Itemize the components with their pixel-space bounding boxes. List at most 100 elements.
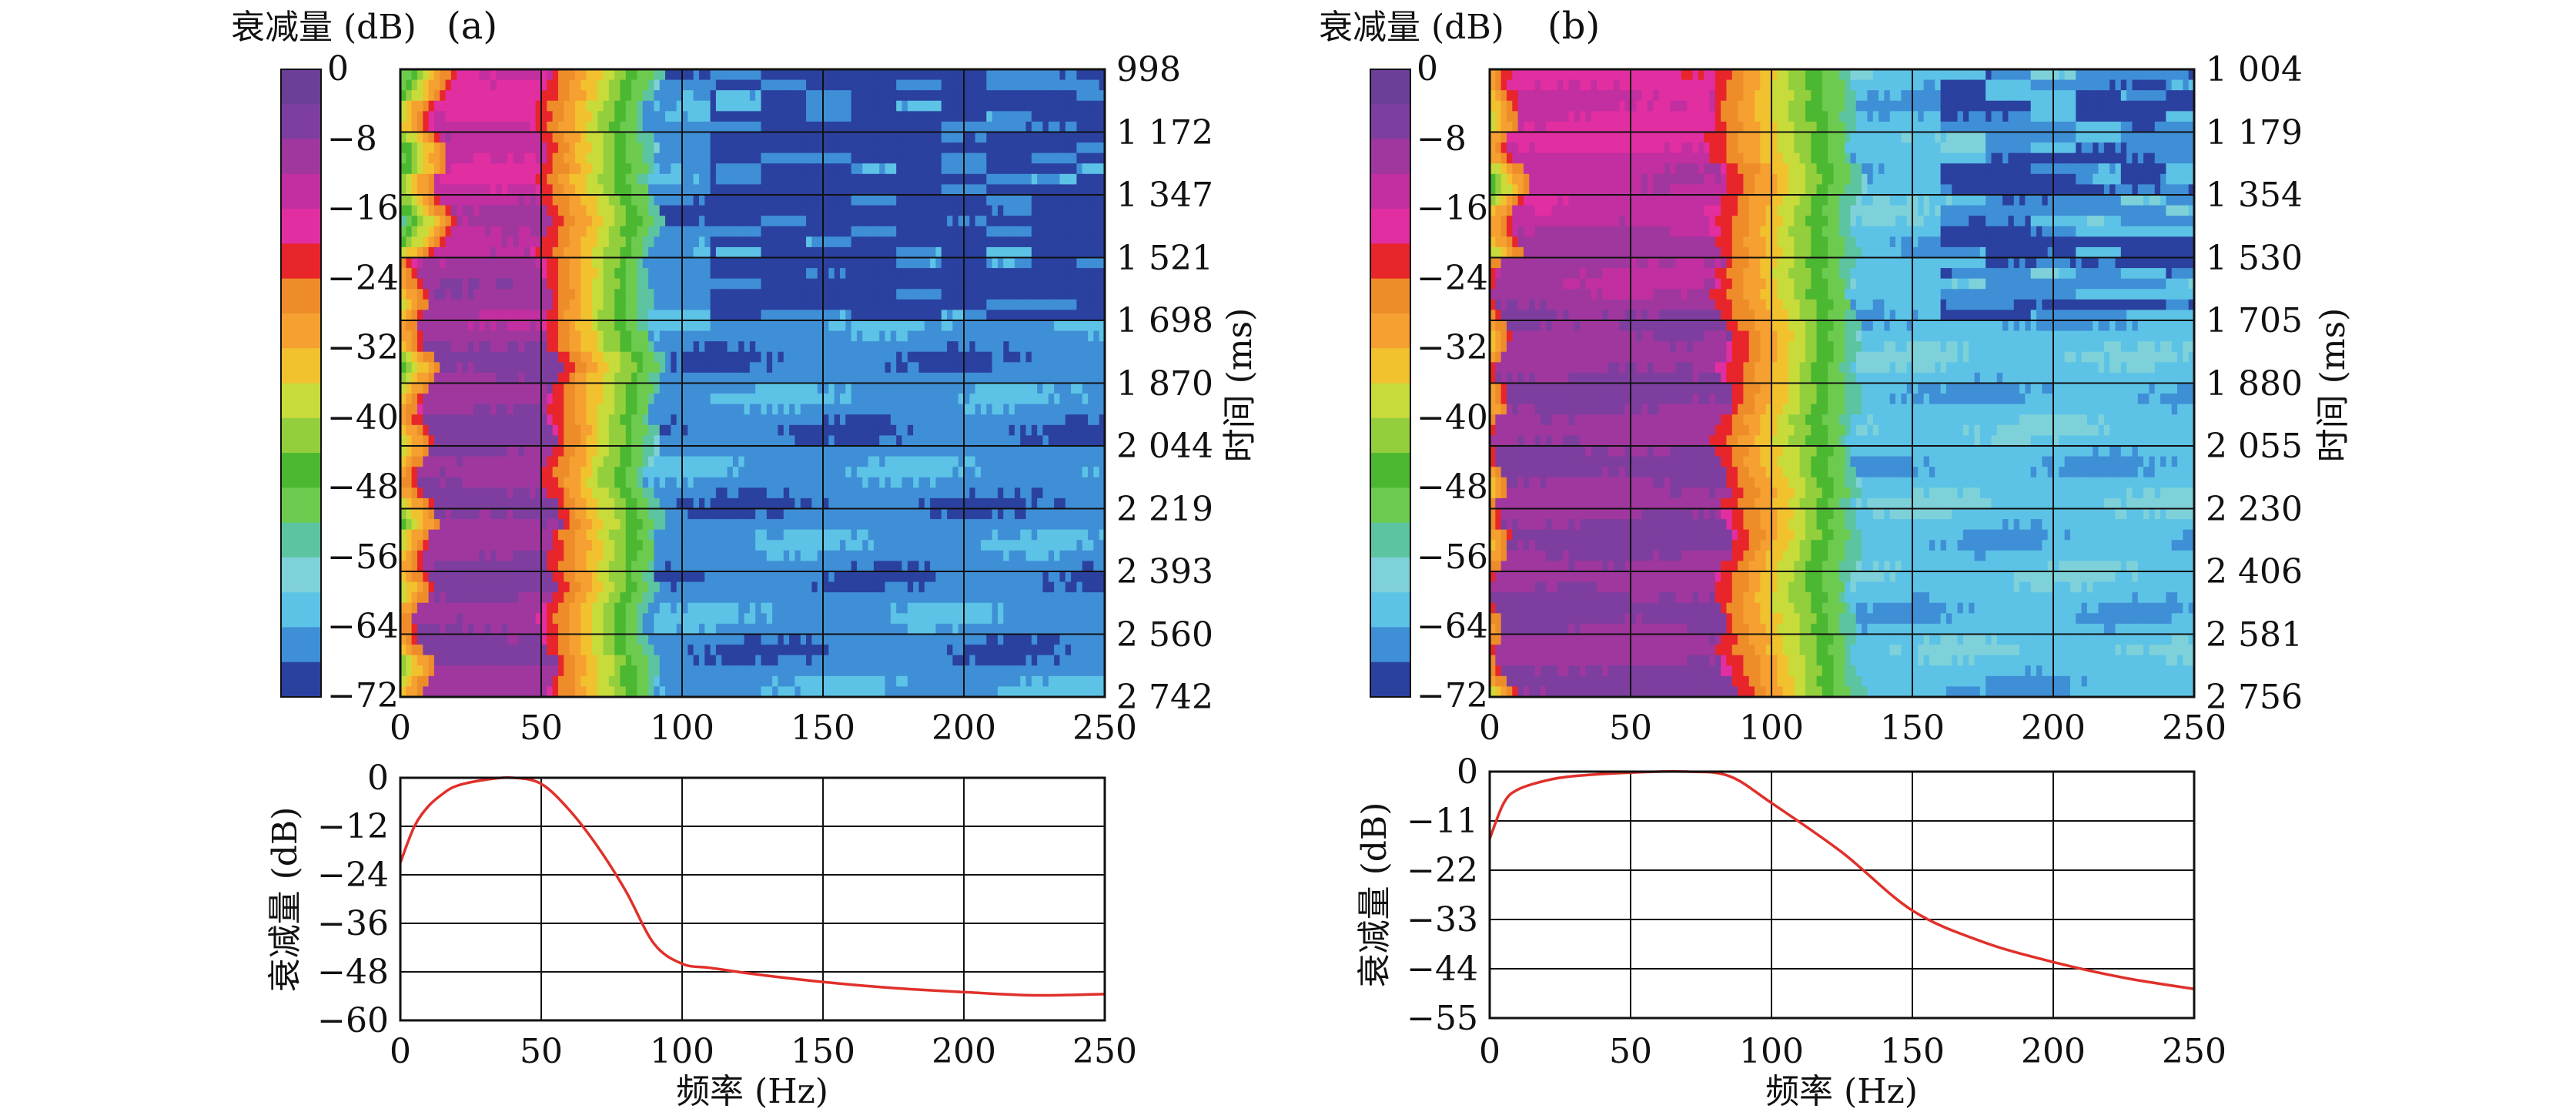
heatmap-cell — [597, 299, 604, 311]
heatmap-cell — [1082, 226, 1089, 237]
heatmap-cell — [986, 320, 993, 332]
heatmap-cell — [721, 100, 728, 112]
heatmap-cell — [586, 79, 593, 91]
heatmap-cell — [727, 320, 734, 332]
heatmap-cell — [682, 268, 688, 280]
heatmap-cell — [890, 257, 897, 269]
heatmap-cell — [1037, 341, 1044, 353]
heatmap-cell — [789, 351, 795, 363]
heatmap-cell — [828, 216, 835, 227]
heatmap-cell — [608, 216, 615, 227]
heatmap-cell — [586, 173, 593, 186]
heatmap-cell — [1042, 372, 1049, 384]
heatmap-cell — [698, 69, 705, 81]
heatmap-cell — [676, 246, 683, 259]
heatmap-cell — [806, 111, 812, 122]
heatmap-cell — [518, 424, 525, 437]
heatmap-cell — [557, 320, 564, 332]
heatmap-cell — [772, 121, 779, 133]
heatmap-cell — [586, 226, 593, 237]
heatmap-cell — [484, 446, 491, 457]
heatmap-cell — [1093, 205, 1100, 216]
heatmap-cell — [665, 100, 671, 112]
heatmap-cell — [1031, 184, 1038, 196]
heatmap-cell — [642, 236, 649, 248]
heatmap-cell — [879, 435, 886, 447]
heatmap-cell — [586, 257, 593, 269]
heatmap-cell — [659, 195, 666, 206]
heatmap-cell — [772, 299, 779, 311]
heatmap-cell — [997, 246, 1004, 259]
heatmap-cell — [828, 467, 835, 478]
heatmap-cell — [1099, 320, 1105, 332]
heatmap-cell — [687, 173, 694, 186]
heatmap-cell — [868, 456, 875, 467]
heatmap-cell — [541, 69, 547, 81]
heatmap-cell — [1059, 69, 1066, 81]
heatmap-cell — [1088, 268, 1094, 280]
heatmap-cell — [637, 195, 644, 206]
heatmap-cell — [710, 477, 717, 488]
heatmap-cell — [918, 372, 925, 384]
heatmap-cell — [761, 216, 768, 227]
heatmap-cell — [823, 404, 829, 415]
heatmap-cell — [564, 467, 570, 478]
heatmap-cell — [823, 90, 829, 102]
heatmap-cell — [440, 236, 447, 248]
heatmap-cell — [642, 289, 649, 300]
heatmap-cell — [806, 216, 812, 227]
heatmap-cell — [907, 289, 914, 300]
heatmap-cell — [457, 121, 463, 133]
heatmap-cell — [935, 246, 942, 259]
heatmap-cell — [423, 456, 430, 467]
heatmap-cell — [665, 467, 671, 478]
heatmap-cell — [676, 163, 683, 175]
heatmap-cell — [631, 69, 638, 81]
heatmap-cell — [440, 372, 447, 384]
heatmap-cell — [885, 477, 892, 488]
heatmap-cell — [671, 205, 677, 216]
heatmap-cell — [484, 132, 491, 143]
heatmap-cell — [433, 289, 440, 300]
heatmap-cell — [642, 435, 649, 447]
heatmap-cell — [518, 257, 525, 269]
heatmap-cell — [400, 173, 406, 186]
heatmap-cell — [541, 100, 547, 112]
heatmap-cell — [997, 394, 1004, 405]
heatmap-cell — [851, 142, 858, 154]
heatmap-cell — [958, 289, 965, 300]
heatmap-cell — [637, 236, 644, 248]
heatmap-cell — [1059, 289, 1066, 300]
heatmap-cell — [467, 111, 474, 122]
heatmap-cell — [423, 142, 430, 154]
heatmap-cell — [687, 216, 694, 227]
heatmap-cell — [484, 142, 491, 154]
heatmap-cell — [980, 79, 987, 91]
heatmap-cell — [986, 330, 993, 342]
heatmap-cell — [574, 121, 581, 133]
heatmap-cell — [406, 205, 413, 216]
heatmap-cell — [941, 351, 948, 363]
heatmap-cell — [574, 246, 581, 259]
heatmap-cell — [941, 173, 948, 186]
heatmap-cell — [721, 173, 728, 186]
heatmap-cell — [975, 351, 982, 363]
heatmap-cell — [654, 320, 661, 332]
heatmap-cell — [1065, 205, 1072, 216]
heatmap-cell — [484, 184, 491, 196]
heatmap-cell — [885, 268, 892, 280]
heatmap-cell — [755, 152, 762, 164]
heatmap-cell — [862, 163, 869, 175]
heatmap-cell — [902, 446, 908, 457]
heatmap-cell — [783, 404, 790, 415]
heatmap-cell — [975, 142, 982, 154]
heatmap-cell — [654, 152, 661, 164]
heatmap-cell — [975, 362, 982, 373]
heatmap-cell — [806, 100, 812, 112]
heatmap-cell — [654, 195, 661, 206]
heatmap-cell — [755, 320, 762, 332]
heatmap-cell — [648, 467, 654, 478]
heatmap-cell — [1003, 456, 1010, 467]
heatmap-cell — [800, 226, 807, 237]
heatmap-cell — [648, 216, 654, 227]
